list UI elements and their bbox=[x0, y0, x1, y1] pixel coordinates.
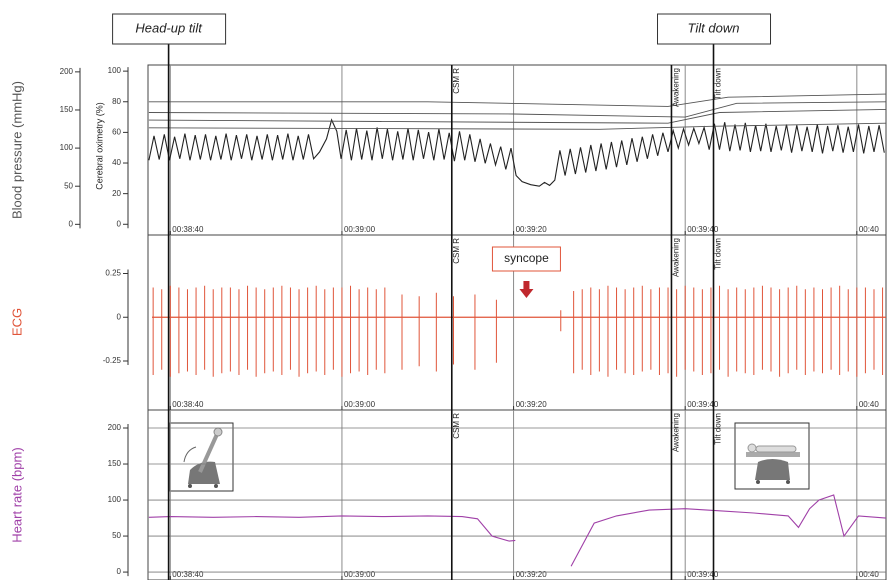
recording-figure: 00:38:4000:39:0000:39:2000:39:4000:40050… bbox=[0, 0, 887, 580]
x-tick-label: 00:39:20 bbox=[516, 225, 548, 234]
icon-tilt-up bbox=[170, 423, 233, 491]
y-tick-label: 40 bbox=[112, 158, 121, 167]
x-tick-label: 00:39:20 bbox=[516, 570, 548, 579]
y-tick-label: 50 bbox=[112, 531, 121, 540]
y-tick-label: 150 bbox=[60, 105, 74, 114]
series-line bbox=[149, 109, 886, 123]
y-tick-label: 150 bbox=[108, 459, 122, 468]
series-line bbox=[149, 120, 884, 186]
annotation-arrow bbox=[519, 281, 533, 298]
event-label: Awakening bbox=[672, 238, 681, 277]
x-tick-label: 00:38:40 bbox=[172, 225, 204, 234]
x-tick-label: 00:39:00 bbox=[344, 400, 376, 409]
y-tick-label: 80 bbox=[112, 97, 121, 106]
x-tick-label: 00:39:00 bbox=[344, 225, 376, 234]
y-tick-label: 0.25 bbox=[105, 269, 121, 278]
y-axis-title: ECG bbox=[9, 308, 24, 336]
y-tick-label: 0 bbox=[117, 219, 122, 228]
annotation-text: syncope bbox=[504, 251, 549, 265]
event-label: CSM R bbox=[452, 238, 461, 264]
y-tick-label: 100 bbox=[108, 66, 122, 75]
series-line bbox=[149, 94, 886, 106]
y2-axis-title: Cerebral oximetry (%) bbox=[94, 102, 104, 190]
event-label: CSM R bbox=[452, 413, 461, 439]
event-label: CSM R bbox=[452, 68, 461, 94]
x-tick-label: 00:38:40 bbox=[172, 400, 204, 409]
y-tick-label: 0 bbox=[117, 312, 122, 321]
y-tick-label: 20 bbox=[112, 189, 121, 198]
event-label: Tilt down bbox=[714, 413, 723, 445]
x-tick-label: 00:40 bbox=[859, 225, 880, 234]
series-line bbox=[149, 102, 886, 117]
y-tick-label: 50 bbox=[64, 181, 73, 190]
y-axis-title: Blood pressure (mmHg) bbox=[9, 81, 24, 219]
event-label: Tilt down bbox=[714, 68, 723, 100]
event-top-label: Head-up tilt bbox=[135, 20, 203, 35]
y-axis-title: Heart rate (bpm) bbox=[9, 447, 24, 542]
event-label: Awakening bbox=[672, 413, 681, 452]
icon-tilt-down bbox=[735, 423, 809, 489]
y-tick-label: 0 bbox=[117, 567, 122, 576]
x-tick-label: 00:38:40 bbox=[172, 570, 204, 579]
page: 00:38:4000:39:0000:39:2000:39:4000:40050… bbox=[0, 0, 887, 580]
x-tick-label: 00:40 bbox=[859, 400, 880, 409]
x-tick-label: 00:39:00 bbox=[344, 570, 376, 579]
panel-frame bbox=[148, 65, 886, 235]
series-line bbox=[149, 495, 886, 566]
y-tick-label: 0 bbox=[69, 219, 74, 228]
y-tick-label: 100 bbox=[108, 495, 122, 504]
y-tick-label: -0.25 bbox=[103, 356, 122, 365]
y-tick-label: 200 bbox=[60, 67, 74, 76]
event-label: Awakening bbox=[672, 68, 681, 107]
event-label: Tilt down bbox=[714, 238, 723, 270]
y-tick-label: 100 bbox=[60, 143, 74, 152]
y-tick-label: 200 bbox=[108, 423, 122, 432]
x-tick-label: 00:40 bbox=[859, 570, 880, 579]
x-tick-label: 00:39:20 bbox=[516, 400, 548, 409]
y-tick-label: 60 bbox=[112, 127, 121, 136]
event-top-label: Tilt down bbox=[688, 20, 740, 35]
